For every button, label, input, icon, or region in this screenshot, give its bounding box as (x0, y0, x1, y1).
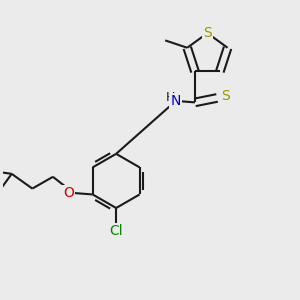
Text: Cl: Cl (109, 224, 123, 238)
Text: S: S (203, 26, 212, 40)
Text: S: S (221, 89, 230, 103)
Text: O: O (63, 186, 74, 200)
Text: H: H (166, 91, 175, 104)
Text: N: N (170, 94, 181, 108)
